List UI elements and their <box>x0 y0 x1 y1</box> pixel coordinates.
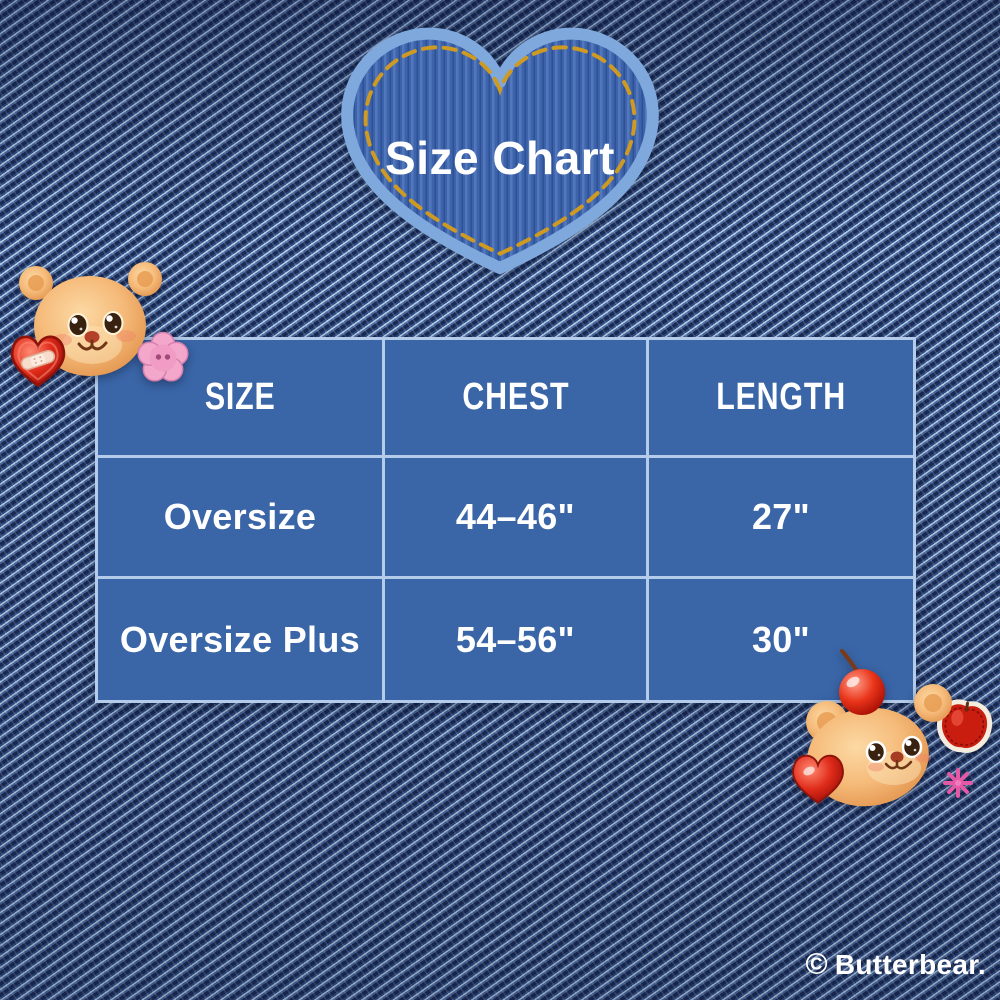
size-table: SIZE CHEST LENGTH Oversize 44–46" 27" Ov… <box>95 337 916 703</box>
sticker-top-left-icon <box>10 262 189 388</box>
heart-button-icon <box>10 335 66 388</box>
sticker-bottom-right-icon <box>792 649 993 807</box>
glossy-heart-icon <box>792 754 844 804</box>
table-row-2-length: 30" <box>751 618 810 660</box>
apple-patch-icon <box>937 699 993 754</box>
heart-patch <box>330 20 670 278</box>
col-header-size: SIZE <box>98 340 385 459</box>
sticker-bottom-right <box>780 640 1000 815</box>
copyright-icon: © <box>805 948 828 981</box>
brand-name: Butterbear. <box>834 949 986 980</box>
flower-button-icon <box>137 331 189 382</box>
table-row-1-size: Oversize <box>98 458 385 580</box>
col-header-length: LENGTH <box>648 340 913 459</box>
table-row-2-size: Oversize Plus <box>98 579 385 700</box>
table-row-2-chest: 54–56" <box>385 579 649 700</box>
pink-sparkle-icon <box>943 768 973 798</box>
table-row-1-chest: 44–46" <box>384 458 649 580</box>
table-row-1-length: 27" <box>648 458 913 580</box>
col-header-chest: CHEST <box>384 340 649 459</box>
heart-patch-icon <box>341 27 659 274</box>
page-title: Size Chart <box>385 132 615 184</box>
cherry-icon <box>839 649 885 715</box>
brand-logo: © Butterbear. <box>805 948 986 982</box>
sticker-top-left <box>0 255 200 400</box>
